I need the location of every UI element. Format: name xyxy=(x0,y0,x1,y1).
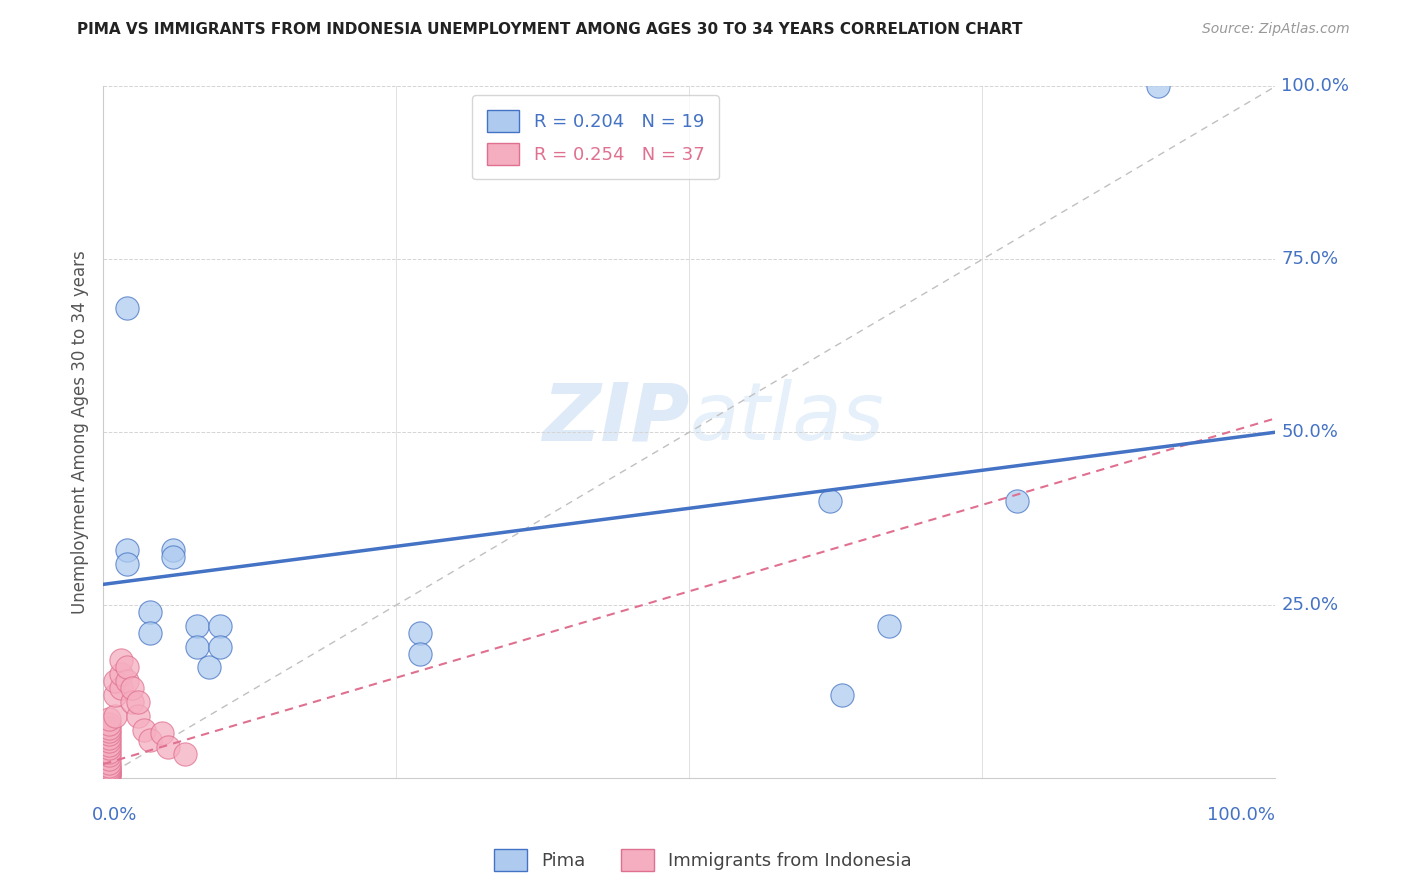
Point xyxy=(98,721,121,735)
Legend: Pima, Immigrants from Indonesia: Pima, Immigrants from Indonesia xyxy=(486,842,920,879)
Point xyxy=(98,738,121,752)
Point xyxy=(115,301,138,315)
Point xyxy=(121,681,143,695)
Point xyxy=(174,747,197,761)
Point xyxy=(98,756,121,770)
Point xyxy=(156,739,179,754)
Point xyxy=(127,695,149,709)
Point xyxy=(115,674,138,689)
Point xyxy=(98,712,121,726)
Text: 25.0%: 25.0% xyxy=(1281,596,1339,614)
Point xyxy=(98,741,121,756)
Point xyxy=(98,769,121,783)
Point xyxy=(877,619,900,633)
Point xyxy=(98,727,121,741)
Point xyxy=(115,660,138,674)
Point xyxy=(209,640,232,654)
Point xyxy=(98,766,121,780)
Point xyxy=(408,647,430,661)
Point xyxy=(408,625,430,640)
Point xyxy=(186,640,208,654)
Point xyxy=(121,695,143,709)
Point xyxy=(98,758,121,772)
Point xyxy=(209,619,232,633)
Point xyxy=(1147,79,1170,94)
Point xyxy=(162,542,184,557)
Point xyxy=(1007,494,1029,508)
Text: 75.0%: 75.0% xyxy=(1281,251,1339,268)
Text: Source: ZipAtlas.com: Source: ZipAtlas.com xyxy=(1202,22,1350,37)
Point xyxy=(127,708,149,723)
Point xyxy=(831,688,853,702)
Text: atlas: atlas xyxy=(689,379,884,458)
Text: 50.0%: 50.0% xyxy=(1281,423,1339,442)
Point xyxy=(139,733,162,747)
Text: 0.0%: 0.0% xyxy=(91,805,136,823)
Point xyxy=(139,605,162,619)
Point xyxy=(110,681,132,695)
Text: 100.0%: 100.0% xyxy=(1281,78,1350,95)
Legend: R = 0.204   N = 19, R = 0.254   N = 37: R = 0.204 N = 19, R = 0.254 N = 37 xyxy=(472,95,718,179)
Point xyxy=(197,660,219,674)
Point xyxy=(162,549,184,564)
Text: PIMA VS IMMIGRANTS FROM INDONESIA UNEMPLOYMENT AMONG AGES 30 TO 34 YEARS CORRELA: PIMA VS IMMIGRANTS FROM INDONESIA UNEMPL… xyxy=(77,22,1022,37)
Y-axis label: Unemployment Among Ages 30 to 34 years: Unemployment Among Ages 30 to 34 years xyxy=(72,251,89,614)
Point xyxy=(98,763,121,777)
Point xyxy=(98,764,121,779)
Point xyxy=(98,717,121,731)
Point xyxy=(98,761,121,775)
Point xyxy=(104,674,127,689)
Point xyxy=(818,494,841,508)
Point xyxy=(98,731,121,745)
Point xyxy=(134,723,156,737)
Point xyxy=(104,708,127,723)
Point xyxy=(98,745,121,759)
Text: ZIP: ZIP xyxy=(541,379,689,458)
Point xyxy=(98,751,121,765)
Point xyxy=(115,557,138,571)
Point xyxy=(139,625,162,640)
Point xyxy=(98,734,121,748)
Point xyxy=(98,748,121,763)
Point xyxy=(115,542,138,557)
Point xyxy=(150,726,173,740)
Point xyxy=(186,619,208,633)
Point xyxy=(110,667,132,681)
Point xyxy=(98,767,121,781)
Point xyxy=(98,723,121,738)
Text: 100.0%: 100.0% xyxy=(1208,805,1275,823)
Point xyxy=(104,688,127,702)
Point xyxy=(110,653,132,667)
